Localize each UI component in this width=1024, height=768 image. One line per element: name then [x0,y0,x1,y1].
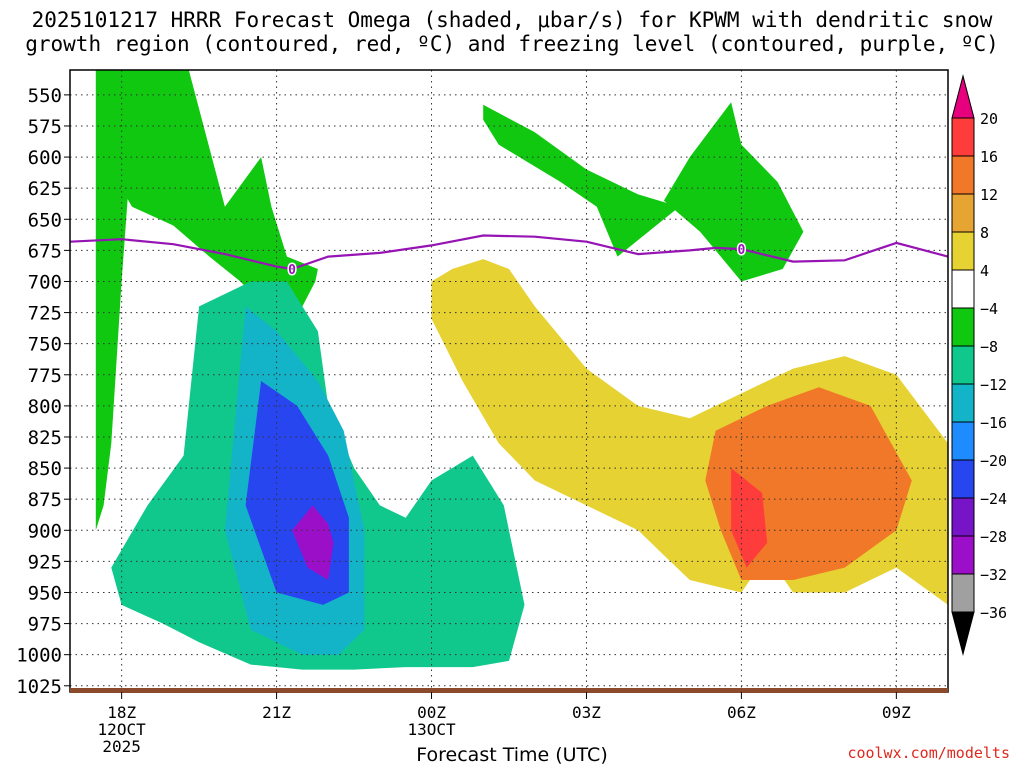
x-tick-year-18Z: 2025 [102,737,141,756]
y-tick-label-800: 800 [28,396,62,418]
colorbar-label-9: −20 [980,452,1007,470]
colorbar-label-7: −12 [980,376,1007,394]
chart-title-line-1: 2025101217 HRRR Forecast Omega (shaded, … [31,8,993,32]
colorbar-segment-2 [951,155,975,195]
colorbar-segment-5 [951,269,975,309]
y-tick-label-700: 700 [28,271,62,293]
y-tick-label-750: 750 [28,334,62,356]
chart-title-line-2: growth region (contoured, red, ºC) and f… [25,32,999,56]
colorbar-segment-10 [951,459,975,499]
x-tick-label-03Z: 03Z [572,703,601,722]
y-tick-label-875: 875 [28,489,62,511]
colorbar-label-8: −16 [980,414,1007,432]
colorbar-label-3: 8 [980,224,989,242]
x-tick-label-21Z: 21Z [262,703,291,722]
colorbar-label-12: −32 [980,566,1007,584]
colorbar-label-2: 12 [980,186,998,204]
freezing-level-line [70,234,948,271]
colorbar-label-4: 4 [980,262,989,280]
omega-region-upper-negative-right [663,102,804,282]
x-tick-label-06Z: 06Z [727,703,756,722]
y-tick-label-825: 825 [28,427,62,449]
colorbar-label-6: −8 [980,338,998,356]
colorbar-top-arrow [951,74,975,119]
freezing-level-layer: 00 [70,234,948,280]
x-tick-date-00Z: 13OCT [407,720,456,739]
colorbar-segment-9 [951,421,975,461]
colorbar-segment-1 [951,117,975,157]
colorbar-bottom-arrow [951,611,975,656]
colorbar-segment-11 [951,497,975,537]
colorbar-segment-4 [951,231,975,271]
x-tick-label-18Z: 18Z [107,703,136,722]
x-axis-label: Forecast Time (UTC) [416,744,608,766]
colorbar-segment-7 [951,345,975,385]
colorbar-label-1: 16 [980,148,998,166]
y-tick-label-600: 600 [28,147,62,169]
y-tick-label-925: 925 [28,551,62,573]
colorbar-label-11: −28 [980,528,1007,546]
x-tick-label-09Z: 09Z [882,703,911,722]
y-tick-label-550: 550 [28,85,62,107]
colorbar-segment-8 [951,383,975,423]
omega-region-west-negative-band [95,70,318,319]
omega-region-west-negative-fill-left [95,70,138,531]
omega-region-upper-negative-mid [483,104,680,257]
y-tick-label-675: 675 [28,240,62,262]
y-tick-label-775: 775 [28,365,62,387]
y-tick-label-850: 850 [28,458,62,480]
x-tick-label-00Z: 00Z [417,703,446,722]
y-tick-label-1000: 1000 [16,645,62,667]
y-tick-label-625: 625 [28,178,62,200]
freezing-level-label-1: 0 [737,243,745,258]
colorbar-segment-12 [951,535,975,575]
y-axis: 550 575 600 625 650 675 700 725 750 775 800 825 850 8… [16,85,70,698]
y-tick-label-650: 650 [28,209,62,231]
y-tick-label-575: 575 [28,116,62,138]
colorbar-label-0: 20 [980,110,998,128]
colorbar-label-5: −4 [980,300,998,318]
y-tick-label-1025: 1025 [16,676,62,698]
ground-surface-bar [70,688,948,693]
x-tick-date-18Z: 12OCT [98,720,147,739]
freezing-level-label-0: 0 [288,263,296,278]
omega-region-positive-peak [731,468,768,568]
y-tick-label-950: 950 [28,582,62,604]
y-tick-label-975: 975 [28,614,62,636]
colorbar-label-13: −36 [980,604,1007,622]
colorbar-segment-6 [951,307,975,347]
y-tick-label-725: 725 [28,303,62,325]
y-tick-label-900: 900 [28,520,62,542]
grid-layer [70,70,948,692]
credit-text: coolwx.com/modelts [847,744,1010,762]
colorbar-segment-3 [951,193,975,233]
colorbar-label-10: −24 [980,490,1007,508]
omega-shading-layer [95,70,948,670]
colorbar-segment-13 [951,573,975,613]
colorbar: 20 16 12 8 4 −4 −8 −12 −16 −20 −24 −28 −32 −36 [951,74,1007,656]
